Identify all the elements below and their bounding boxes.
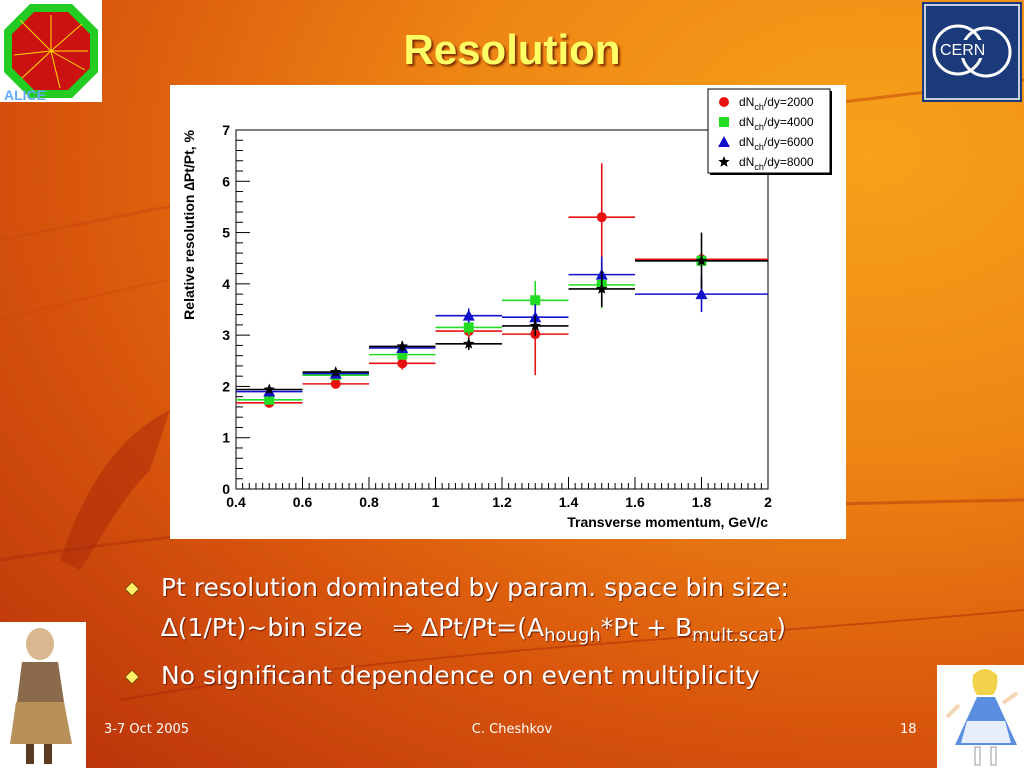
resolution-plot: 0.4 0.6 0.8 1 1.2 1.4 1.6 1.8 2 0 1 2 3 4 5 6 7 Transvers…	[170, 85, 846, 539]
marker-square	[530, 295, 541, 306]
x-tick-label: 2	[764, 494, 772, 510]
legend-marker	[718, 136, 730, 147]
formula-sub-multscat: mult.scat	[692, 625, 777, 646]
marker-star	[695, 254, 708, 266]
legend-entry: dNch/dy=8000	[739, 155, 814, 172]
bullet-item-3: No significant dependence on event multi…	[125, 656, 925, 696]
marker-square	[463, 322, 474, 333]
formula-part-4: )	[776, 613, 786, 642]
legend-entry: dNch/dy=6000	[739, 135, 814, 152]
y-axis-label: Relative resolution ∆Pt/Pt, %	[181, 129, 197, 319]
formula-part-3: *Pt + B	[600, 613, 693, 642]
legend-marker	[718, 156, 730, 167]
diamond-bullet-icon	[125, 582, 139, 596]
x-axis-label: Transverse momentum, GeV/c	[567, 514, 768, 530]
x-tick-label: 0.8	[359, 494, 379, 510]
illustration-alice	[937, 665, 1024, 768]
formula-part-2: ⇒ ∆Pt/Pt=(A	[392, 613, 545, 642]
y-tick-label: 3	[222, 327, 230, 343]
formula-part-1: ∆(1/Pt)~bin size	[161, 613, 363, 642]
marker-star	[263, 383, 275, 395]
marker-triangle	[462, 309, 475, 321]
legend-marker	[719, 97, 729, 107]
x-tick-label: 1.4	[559, 494, 579, 510]
marker-triangle	[695, 288, 708, 300]
x-tick-label: 1.6	[625, 494, 645, 510]
alice-logo: ALICE	[0, 0, 102, 103]
footer-date: 3-7 Oct 2005	[104, 722, 190, 737]
x-tick-label: 1.2	[492, 494, 512, 510]
footer-author: C. Cheshkov	[471, 722, 553, 737]
y-tick-label: 6	[222, 173, 230, 189]
x-tick-label: 0.4	[226, 494, 246, 510]
plot-frame	[235, 129, 769, 490]
legend-marker	[719, 117, 729, 127]
formula-sub-hough: hough	[544, 625, 601, 646]
footer-page-number: 18	[900, 722, 917, 737]
svg-text:ALICE: ALICE	[4, 87, 46, 102]
bullet-item-2: ∆(1/Pt)~bin size ⇒ ∆Pt/Pt=(Ahough*Pt + Bm…	[125, 608, 925, 656]
marker-star	[463, 337, 475, 349]
bullet-text-3: No significant dependence on event multi…	[161, 661, 760, 690]
bullet-text-1: Pt resolution dominated by param. space …	[161, 573, 789, 602]
legend-entry: dNch/dy=4000	[739, 115, 814, 132]
bullet-item-1: Pt resolution dominated by param. space …	[125, 568, 925, 608]
diamond-bullet-icon	[125, 670, 139, 684]
y-tick-label: 4	[222, 276, 230, 292]
marker-star	[396, 340, 408, 352]
cern-logo: CERN	[922, 2, 1022, 102]
marker-circle	[330, 378, 341, 389]
marker-circle	[397, 358, 408, 369]
marker-square	[397, 349, 408, 360]
marker-square	[264, 394, 275, 405]
svg-text:CERN: CERN	[940, 42, 985, 59]
marker-star	[596, 283, 608, 294]
bullet-list: Pt resolution dominated by param. space …	[125, 568, 925, 696]
legend-entry: dNch/dy=2000	[739, 95, 814, 112]
y-tick-label: 0	[222, 481, 230, 497]
slide-title: Resolution	[403, 26, 621, 73]
chart-canvas: 0.4 0.6 0.8 1 1.2 1.4 1.6 1.8 2 0 1 2 3 4 5 6 7 Transvers…	[181, 88, 832, 530]
x-tick-label: 1	[432, 494, 440, 510]
y-tick-label: 7	[222, 122, 230, 138]
x-tick-label: 0.6	[293, 494, 313, 510]
y-tick-label: 5	[222, 225, 230, 241]
marker-star	[529, 319, 541, 331]
x-tick-label: 1.8	[692, 494, 712, 510]
y-tick-label: 1	[222, 430, 230, 446]
y-tick-label: 2	[222, 378, 230, 394]
marker-circle	[596, 212, 607, 223]
marker-star	[330, 366, 342, 377]
illustration-left	[0, 622, 86, 768]
